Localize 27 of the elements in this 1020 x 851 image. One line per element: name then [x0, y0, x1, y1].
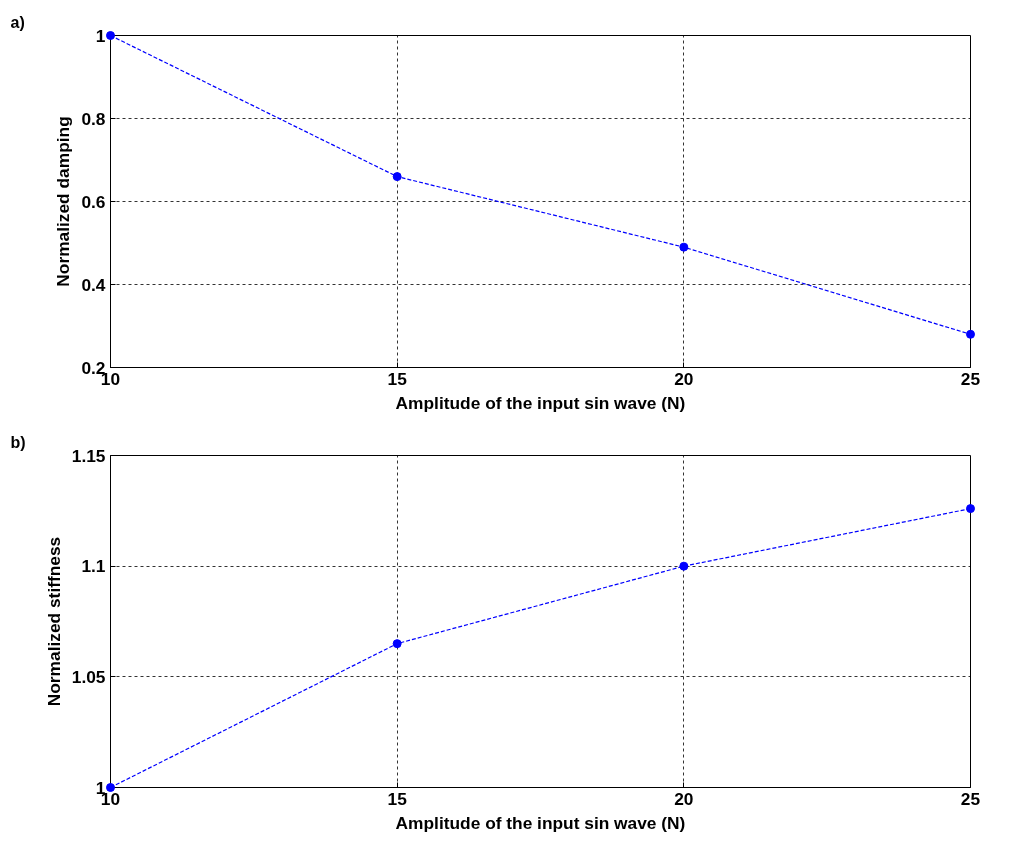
y-axis-title: Normalized stiffness: [43, 536, 64, 707]
x-tick-label: 15: [387, 368, 408, 389]
x-axis-title: Amplitude of the input sin wave (N): [395, 392, 686, 413]
x-tick-label: 20: [674, 788, 694, 809]
x-tick-label: 20: [674, 368, 694, 389]
y-tick-label: 1.05: [71, 666, 106, 687]
y-tick-label: 1.1: [81, 556, 106, 577]
y-tick-label: 0.6: [81, 191, 106, 212]
point: [679, 561, 689, 571]
point: [966, 504, 975, 514]
x-tick-label: 25: [960, 368, 981, 389]
point: [106, 783, 115, 792]
y-tick-label: 0.4: [81, 274, 106, 295]
y-tick-label: 1.15: [71, 445, 106, 466]
x-tick-label: 15: [387, 788, 408, 809]
point: [392, 639, 402, 649]
point: [966, 329, 975, 339]
y-tick-label: 1: [95, 25, 106, 46]
point: [392, 172, 402, 182]
point: [679, 242, 689, 252]
text: b): [10, 433, 26, 451]
y-tick-label: 0.8: [81, 108, 106, 129]
y-axis-title: Normalized damping: [53, 116, 74, 287]
text: a): [10, 13, 25, 31]
point: [106, 31, 115, 40]
x-tick-label: 25: [960, 788, 981, 809]
x-axis-title: Amplitude of the input sin wave (N): [395, 812, 686, 833]
